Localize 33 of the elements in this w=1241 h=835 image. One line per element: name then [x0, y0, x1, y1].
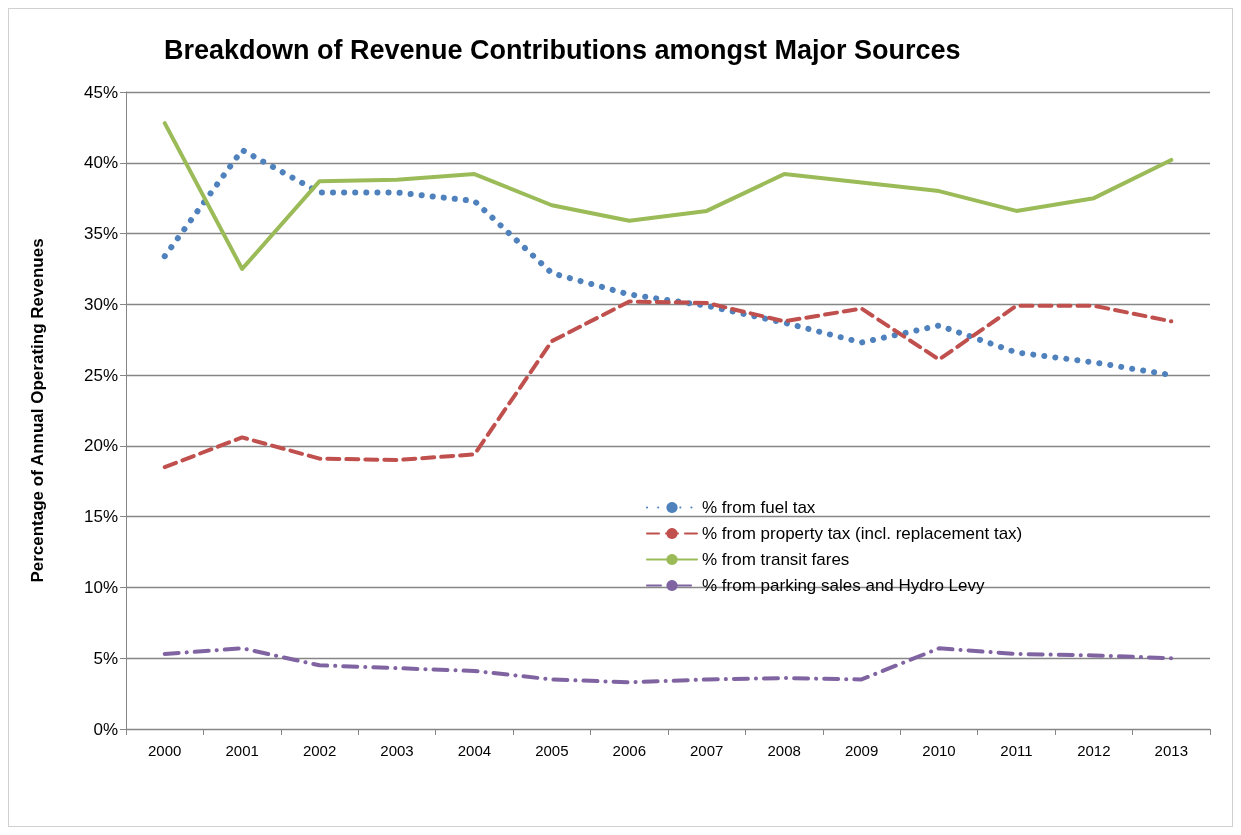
y-tick-label: 0%	[93, 719, 118, 739]
x-tick-label: 2006	[612, 742, 646, 759]
line-series	[162, 646, 1174, 685]
legend-label: % from property tax (incl. replacement tax)	[702, 524, 1023, 543]
line-series	[162, 121, 1174, 271]
line-series	[162, 299, 1174, 470]
y-tick-label: 5%	[93, 648, 118, 668]
x-tick-label: 2011	[1000, 742, 1033, 759]
chart-title: Breakdown of Revenue Contributions amongst Major Sources	[164, 34, 961, 65]
y-tick-label: 15%	[83, 507, 118, 527]
y-tick-label: 40%	[83, 153, 118, 173]
x-tick-label: 2005	[535, 742, 569, 759]
x-tick-label: 2010	[922, 742, 956, 759]
x-tick-label: 2004	[457, 742, 492, 759]
y-axis-title: Percentage of Annual Operating Revenues	[28, 238, 47, 583]
y-tick-label: 20%	[83, 436, 118, 456]
x-tick-label: 2003	[380, 742, 414, 759]
x-tick-label: 2013	[1154, 742, 1188, 759]
x-tick-label: 2009	[844, 742, 879, 759]
y-tick-label: 45%	[83, 82, 118, 102]
y-tick-label: 10%	[83, 577, 118, 597]
legend-label: % from fuel tax	[702, 498, 816, 517]
x-tick-label: 2008	[767, 742, 801, 759]
y-tick-label: 25%	[83, 365, 118, 385]
x-tick-label: 2007	[690, 742, 724, 759]
x-tick-label: 2012	[1077, 742, 1111, 759]
x-tick-label: 2002	[302, 742, 337, 759]
y-tick-label: 30%	[83, 294, 118, 314]
x-tick-label: 2000	[148, 742, 182, 759]
legend-label: % from parking sales and Hydro Levy	[702, 576, 986, 595]
y-tick-label: 35%	[83, 224, 118, 244]
x-tick-label: 2001	[225, 742, 259, 759]
legend-label: % from transit fares	[702, 550, 850, 569]
